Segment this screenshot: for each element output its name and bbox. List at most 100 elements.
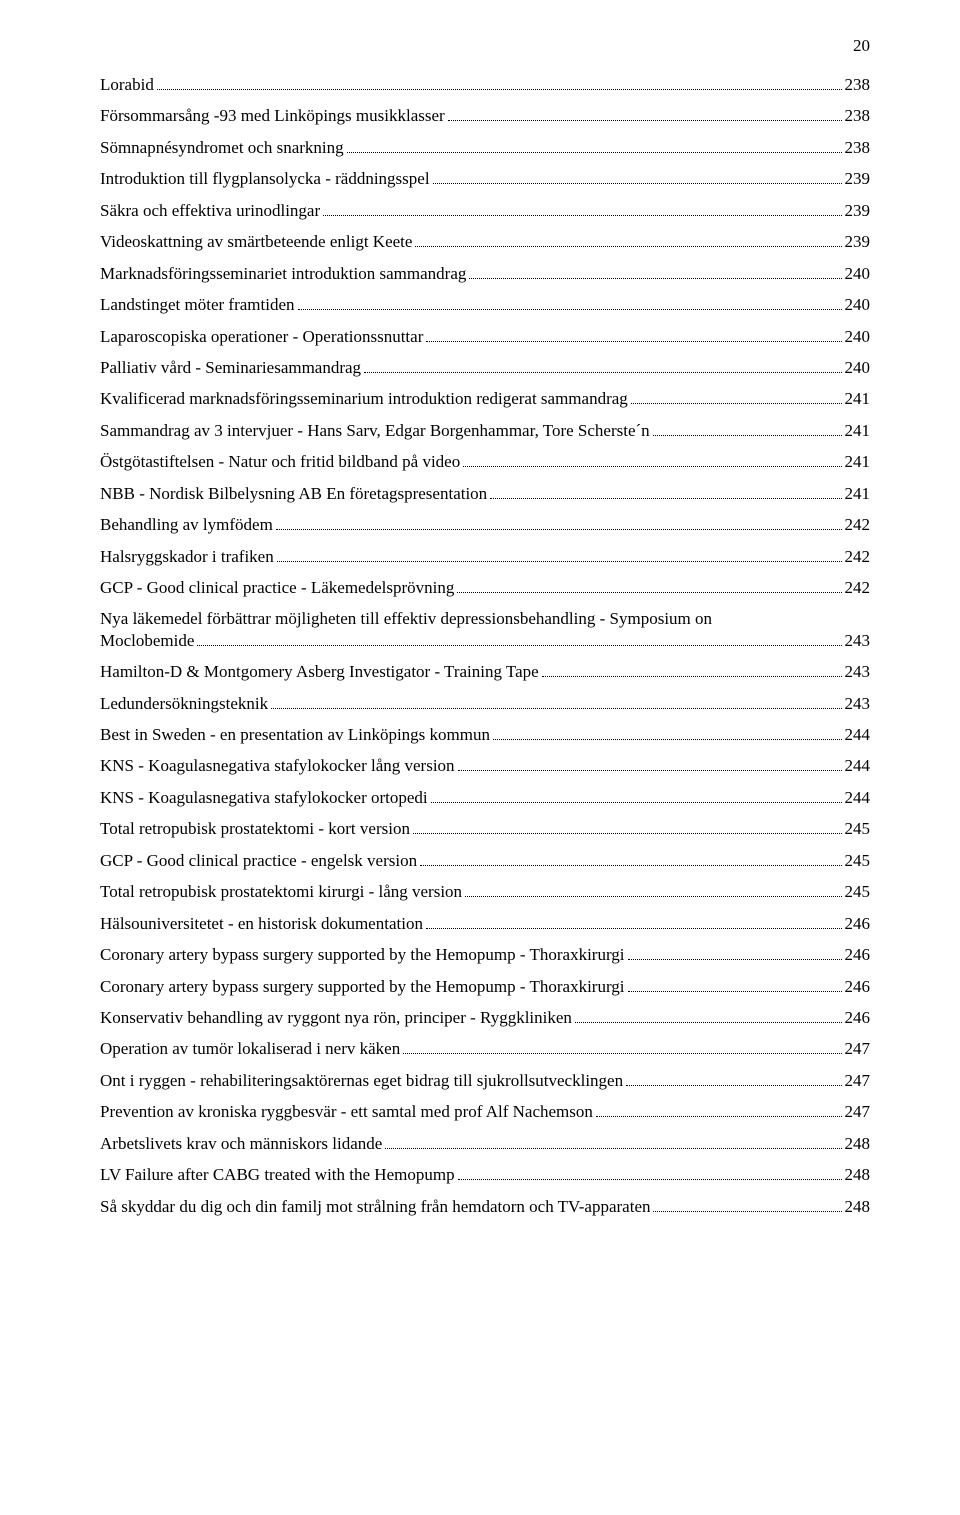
- toc-leader: [631, 403, 842, 404]
- toc-title: Halsryggskador i trafiken: [100, 546, 274, 567]
- toc-leader: [575, 1022, 842, 1023]
- toc-title: GCP - Good clinical practice - Läkemedel…: [100, 577, 454, 598]
- toc-entry: Hamilton-D & Montgomery Asberg Investiga…: [100, 661, 870, 682]
- toc-page-number: 240: [845, 357, 871, 378]
- toc-leader: [465, 896, 841, 897]
- toc-page-number: 243: [845, 661, 871, 682]
- toc-entry: Sömnapnésyndromet och snarkning238: [100, 137, 870, 158]
- toc-title: Laparoscopiska operationer - Operationss…: [100, 326, 423, 347]
- toc-leader: [323, 215, 841, 216]
- toc-page-number: 241: [845, 388, 871, 409]
- toc-entry: Konservativ behandling av ryggont nya rö…: [100, 1007, 870, 1028]
- toc-title: Moclobemide: [100, 630, 194, 651]
- toc-title: Konservativ behandling av ryggont nya rö…: [100, 1007, 572, 1028]
- toc-page-number: 239: [845, 231, 871, 252]
- toc-title: Arbetslivets krav och människors lidande: [100, 1133, 382, 1154]
- toc-page-number: 240: [845, 263, 871, 284]
- toc-title: Säkra och effektiva urinodlingar: [100, 200, 320, 221]
- toc-title: Operation av tumör lokaliserad i nerv kä…: [100, 1038, 400, 1059]
- toc-title: Så skyddar du dig och din familj mot str…: [100, 1196, 650, 1217]
- toc-entry: NBB - Nordisk Bilbelysning AB En företag…: [100, 483, 870, 504]
- toc-entry: Coronary artery bypass surgery supported…: [100, 976, 870, 997]
- toc-title: Hamilton-D & Montgomery Asberg Investiga…: [100, 661, 539, 682]
- toc-title: Östgötastiftelsen - Natur och fritid bil…: [100, 451, 460, 472]
- toc-entry: Behandling av lymfödem242: [100, 514, 870, 535]
- toc-entry: GCP - Good clinical practice - engelsk v…: [100, 850, 870, 871]
- toc-entry: Ont i ryggen - rehabiliteringsaktörernas…: [100, 1070, 870, 1091]
- toc-title: Prevention av kroniska ryggbesvär - ett …: [100, 1101, 593, 1122]
- toc-entry: Arbetslivets krav och människors lidande…: [100, 1133, 870, 1154]
- toc-entry: Nya läkemedel förbättrar möjligheten til…: [100, 608, 870, 651]
- toc-entry: Marknadsföringsseminariet introduktion s…: [100, 263, 870, 284]
- page-number: 20: [100, 36, 870, 56]
- toc-leader: [628, 959, 842, 960]
- toc-entry: Palliativ vård - Seminariesammandrag240: [100, 357, 870, 378]
- toc-page-number: 238: [845, 105, 871, 126]
- toc-entry: Videoskattning av smärtbeteende enligt K…: [100, 231, 870, 252]
- toc-leader: [457, 592, 841, 593]
- toc-leader: [463, 466, 841, 467]
- toc-page-number: 241: [845, 420, 871, 441]
- toc-title: Behandling av lymfödem: [100, 514, 273, 535]
- toc-page-number: 239: [845, 168, 871, 189]
- toc-page-number: 246: [845, 913, 871, 934]
- toc-entry: Landstinget möter framtiden 240: [100, 294, 870, 315]
- toc-entry: Hälsouniversitetet - en historisk dokume…: [100, 913, 870, 934]
- toc-leader: [277, 561, 842, 562]
- toc-title: NBB - Nordisk Bilbelysning AB En företag…: [100, 483, 487, 504]
- toc-leader: [493, 739, 842, 740]
- toc-page-number: 239: [845, 200, 871, 221]
- toc-page-number: 246: [845, 1007, 871, 1028]
- toc-entry: Kvalificerad marknadsföringsseminarium i…: [100, 388, 870, 409]
- toc-page-number: 240: [845, 294, 871, 315]
- toc-leader: [626, 1085, 841, 1086]
- toc-page-number: 244: [845, 787, 871, 808]
- toc-page-number: 243: [845, 693, 871, 714]
- toc-page-number: 241: [845, 451, 871, 472]
- toc-leader: [653, 1211, 841, 1212]
- toc-page-number: 246: [845, 976, 871, 997]
- toc-title: Coronary artery bypass surgery supported…: [100, 944, 625, 965]
- toc-leader: [197, 645, 841, 646]
- toc-title: Coronary artery bypass surgery supported…: [100, 976, 625, 997]
- toc-leader: [347, 152, 842, 153]
- toc-leader: [157, 89, 842, 90]
- toc-page-number: 242: [845, 577, 871, 598]
- toc-title: Nya läkemedel förbättrar möjligheten til…: [100, 608, 870, 629]
- toc-page-number: 247: [845, 1101, 871, 1122]
- toc-entry: Lorabid238: [100, 74, 870, 95]
- toc-page-number: 248: [845, 1196, 871, 1217]
- toc-entry: KNS - Koagulasnegativa stafylokocker lån…: [100, 755, 870, 776]
- toc-entry: Säkra och effektiva urinodlingar 239: [100, 200, 870, 221]
- toc-title: LV Failure after CABG treated with the H…: [100, 1164, 455, 1185]
- toc-title: Videoskattning av smärtbeteende enligt K…: [100, 231, 412, 252]
- toc-page-number: 246: [845, 944, 871, 965]
- toc-leader: [448, 120, 842, 121]
- toc-leader: [413, 833, 842, 834]
- toc-leader: [271, 708, 841, 709]
- toc-title: Total retropubisk prostatektomi - kort v…: [100, 818, 410, 839]
- toc-page-number: 238: [845, 137, 871, 158]
- toc-entry: LV Failure after CABG treated with the H…: [100, 1164, 870, 1185]
- toc-leader: [458, 770, 842, 771]
- toc-leader: [490, 498, 841, 499]
- toc-entry: Halsryggskador i trafiken242: [100, 546, 870, 567]
- toc-title: Lorabid: [100, 74, 154, 95]
- toc-leader: [426, 341, 841, 342]
- toc-leader: [298, 309, 842, 310]
- toc-entry: Så skyddar du dig och din familj mot str…: [100, 1196, 870, 1217]
- toc-page-number: 240: [845, 326, 871, 347]
- toc-page-number: 241: [845, 483, 871, 504]
- toc-page-number: 243: [845, 630, 871, 651]
- toc-page-number: 244: [845, 755, 871, 776]
- toc-title: Landstinget möter framtiden: [100, 294, 295, 315]
- toc-title: Introduktion till flygplansolycka - rädd…: [100, 168, 430, 189]
- toc-leader: [415, 246, 841, 247]
- toc-title: Ont i ryggen - rehabiliteringsaktörernas…: [100, 1070, 623, 1091]
- toc-title: KNS - Koagulasnegativa stafylokocker lån…: [100, 755, 455, 776]
- toc-page-number: 245: [845, 850, 871, 871]
- toc-title: Sammandrag av 3 intervjuer - Hans Sarv, …: [100, 420, 650, 441]
- toc-entry: GCP - Good clinical practice - Läkemedel…: [100, 577, 870, 598]
- toc-leader: [420, 865, 841, 866]
- toc-leader: [276, 529, 842, 530]
